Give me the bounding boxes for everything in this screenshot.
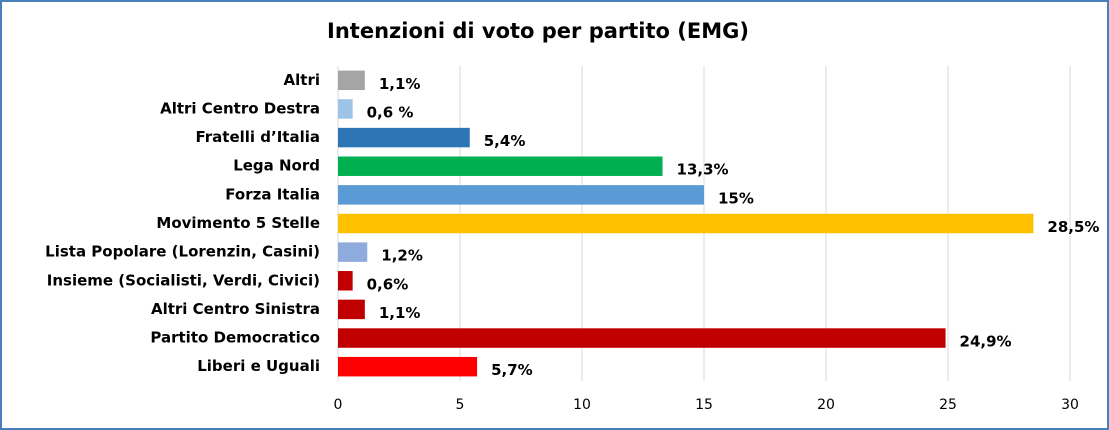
y-tick-label: Altri Centro Sinistra [151,300,320,318]
bar [338,185,704,205]
bar [338,213,1034,234]
y-tick-label: Fratelli d’Italia [195,128,320,146]
bar [338,70,365,91]
value-label: 1,1% [379,304,421,322]
bar [338,328,946,348]
bar [338,356,478,377]
y-tick-label: Forza Italia [225,185,320,203]
x-tick-label: 0 [334,397,343,413]
x-tick-label: 20 [817,397,835,413]
bar [338,299,365,320]
y-tick-label: Altri [284,71,320,89]
y-tick-label: Lista Popolare (Lorenzin, Casini) [45,243,320,261]
y-tick-label: Liberi e Uguali [197,357,320,375]
value-label: 28,5% [1047,218,1099,236]
y-tick-label: Insieme (Socialisti, Verdi, Civici) [47,271,320,289]
y-tick-label: Altri Centro Destra [160,99,320,117]
x-tick-label: 30 [1061,397,1079,413]
bar [338,156,663,176]
x-tick-label: 15 [695,397,713,413]
bar [338,127,470,148]
value-label: 13,3% [677,161,729,179]
value-label: 5,7% [491,361,533,379]
x-tick-label: 25 [939,397,957,413]
value-label: 0,6 % [367,103,414,121]
bar [338,99,353,119]
bar [338,271,353,291]
value-label: 5,4% [484,132,526,150]
value-label: 0,6% [367,275,409,293]
x-tick-label: 10 [573,397,591,413]
y-tick-label: Lega Nord [233,157,320,175]
value-label: 1,1% [379,75,421,93]
y-tick-label: Partito Democratico [150,329,320,347]
value-label: 24,9% [960,333,1012,351]
bar [338,242,368,262]
chart-title: Intenzioni di voto per partito (EMG) [327,19,749,43]
value-label: 1,2% [381,247,423,265]
value-label: 15% [718,189,754,207]
x-tick-label: 5 [456,397,465,413]
y-tick-label: Movimento 5 Stelle [156,214,320,232]
